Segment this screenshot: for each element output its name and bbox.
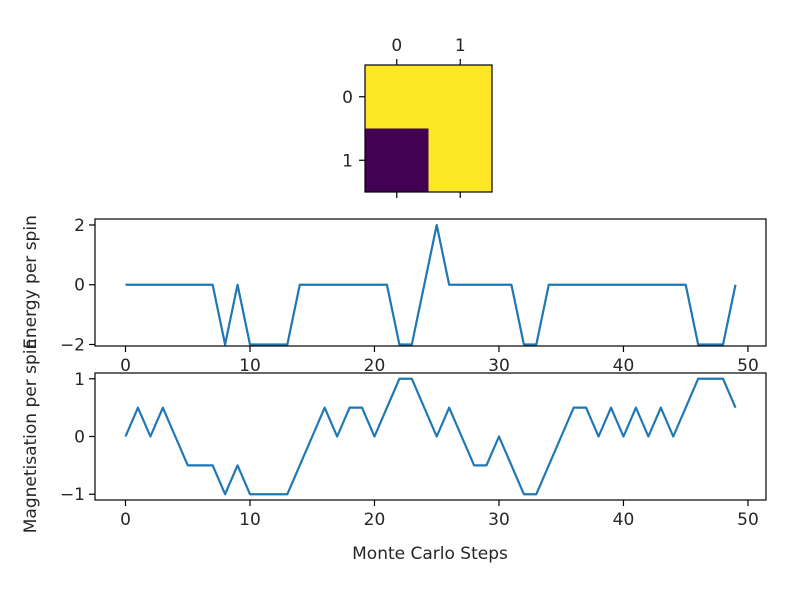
heatmap-x-tick-label: 0 <box>391 36 402 56</box>
magnetisation-ylabel: Magnetisation per spin <box>21 339 41 534</box>
energy-series-line <box>125 223 737 346</box>
heatmap-cell-0-1 <box>428 65 493 129</box>
magnetisation-x-tick-label: 10 <box>239 510 261 530</box>
energy-x-tick-label: 30 <box>488 356 510 376</box>
magnetisation-x-tick-label: 20 <box>364 510 386 530</box>
magnetisation-x-tick-label: 30 <box>488 510 510 530</box>
energy-y-tick-label: 0 <box>74 276 85 296</box>
magnetisation-y-tick-label: 1 <box>74 370 85 390</box>
magnetisation-y-tick-label: 0 <box>74 428 85 448</box>
energy-plot-area <box>95 219 766 346</box>
energy-x-tick-label: 40 <box>613 356 635 376</box>
magnetisation-xlabel: Monte Carlo Steps <box>352 544 508 564</box>
energy-x-tick-label: 20 <box>364 356 386 376</box>
heatmap-cell-1-0 <box>365 128 429 193</box>
energy-x-tick-label: 50 <box>737 356 759 376</box>
heatmap-y-tick-label: 0 <box>342 88 353 108</box>
energy-x-tick-label: 10 <box>239 356 261 376</box>
energy-ylabel: Energy per spin <box>21 215 41 349</box>
heatmap-x-tick-label: 1 <box>455 36 466 56</box>
heatmap-cell-1-1 <box>428 128 493 193</box>
heatmap-frame <box>364 64 493 193</box>
magnetisation-series-line <box>124 377 737 496</box>
energy-y-tick-label: −2 <box>60 336 85 356</box>
energy-plot: 0 10 20 30 40 50 −2 0 2 <box>60 216 767 376</box>
energy-axes-frame <box>94 218 767 347</box>
heatmap-cell-0-0 <box>365 65 429 129</box>
heatmap-y-tick-label: 1 <box>342 151 353 171</box>
energy-x-tick-label: 0 <box>120 356 131 376</box>
magnetisation-x-tick-label: 50 <box>737 510 759 530</box>
magnetisation-plot: 0 10 20 30 40 50 −1 0 1 <box>60 370 767 530</box>
magnetisation-x-tick-label: 40 <box>613 510 635 530</box>
magnetisation-plot-area <box>95 373 766 500</box>
spin-lattice-heatmap: 0 1 0 1 <box>342 36 493 198</box>
energy-y-tick-label: 2 <box>74 216 85 236</box>
magnetisation-y-tick-label: −1 <box>60 485 85 505</box>
magnetisation-x-tick-label: 0 <box>120 510 131 530</box>
